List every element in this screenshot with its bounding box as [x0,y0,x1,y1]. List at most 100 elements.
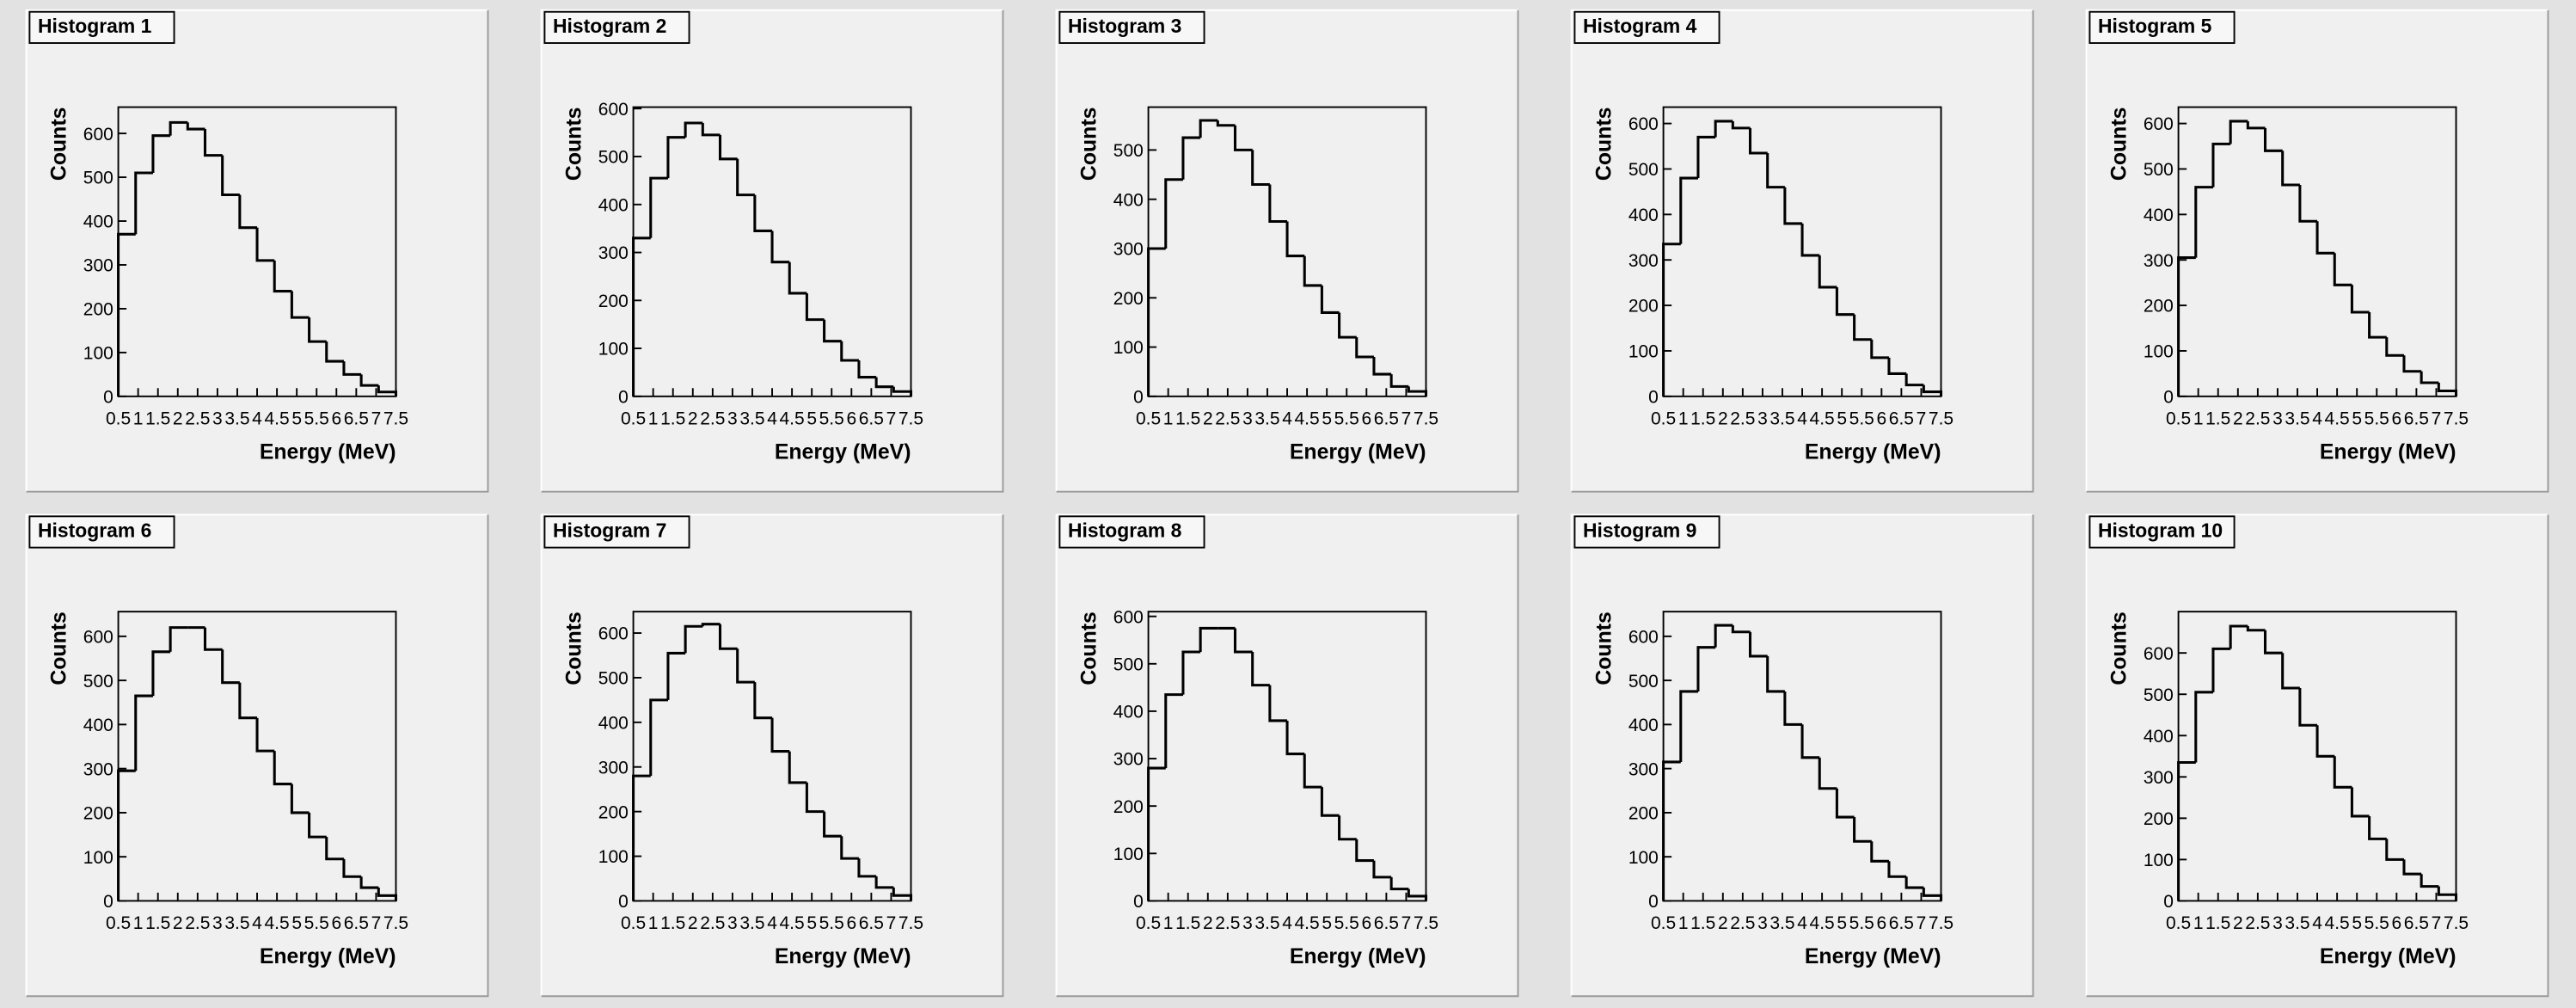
histogram-bin [753,682,773,720]
histogram-bin [2298,184,2318,223]
x-tick-label: 5 [291,409,302,428]
histogram-panel: 0 100 200 300 400 500 600 0.5 1 1.5 2 2.5 3 3.5 4 4.5 5 5… [2085,9,2549,493]
y-tick-label: 300 [2144,768,2174,788]
x-tick-label: 3 [212,913,223,933]
x-tick-label: 0.5 [621,913,646,933]
x-axis-title: Energy (MeV) [775,945,911,968]
x-tick-label: 4 [1282,913,1292,933]
x-tick-label: 4 [252,913,262,933]
x-tick-label: 4 [2312,409,2322,428]
histogram-bin [221,155,240,196]
x-tick-label: 6 [846,409,856,428]
histogram-bin [1870,841,1889,863]
x-tick-label: 3 [212,409,223,428]
histogram-bin [1679,690,1698,762]
panel-title-box [28,10,175,45]
histogram-bin [2281,653,2300,690]
x-tick-label: 2 [1718,409,1728,428]
y-tick-label: 100 [2144,342,2174,362]
panel-bevel-dark [1571,9,2034,493]
histogram-bin [788,261,807,295]
histogram-bin [2333,253,2352,286]
y-tick-label: 600 [598,624,629,644]
histogram-bin [701,122,721,137]
x-tick-label: 4.5 [2325,409,2350,428]
y-axis-title: Counts [1077,108,1101,181]
histogram-bin [1285,221,1305,258]
x-tick-label: 7.5 [2444,409,2469,428]
x-tick-label: 7.5 [899,913,923,933]
histogram-bin [770,230,790,264]
panel-title-box [1058,515,1205,549]
panel-bevel-light [2085,9,2548,492]
panel-bevel-light [1055,513,1518,997]
x-tick-label: 1 [648,913,659,933]
y-tick-label: 500 [1113,141,1144,161]
histogram-bin [2368,815,2387,840]
x-tick-label: 4 [1797,913,1807,933]
x-tick-label: 6 [331,913,341,933]
x-tick-label: 5 [291,913,302,933]
x-tick-label: 4.5 [264,409,289,428]
x-tick-label: 3 [1242,409,1253,428]
x-tick-label: 6.5 [344,409,369,428]
x-tick-label: 1 [1163,409,1174,428]
histogram-bin [1731,625,1751,634]
y-tick-label: 300 [598,243,629,263]
histogram-bin [2333,756,2352,789]
y-axis-title: Counts [1077,612,1101,685]
x-tick-label: 4.5 [1295,409,1320,428]
histogram-bin [255,717,275,753]
x-tick-label: 5 [2352,913,2362,933]
histogram-bin [1714,120,1733,138]
histogram-bin [169,626,188,652]
x-tick-label: 7 [1401,913,1412,933]
x-tick-label: 5 [1322,409,1332,428]
histogram-bin [186,122,205,131]
x-tick-label: 6.5 [859,409,884,428]
x-tick-label: 0.5 [621,409,646,428]
x-tick-label: 1 [1678,409,1689,428]
x-tick-label: 7.5 [1929,913,1953,933]
x-tick-label: 5.5 [1849,409,1874,428]
x-tick-label: 2.5 [1215,409,1240,428]
histogram-bin [1800,724,1820,759]
x-tick-label: 2 [2233,409,2243,428]
y-tick-label: 0 [1133,892,1144,912]
x-axis-title: Energy (MeV) [775,440,911,464]
histogram-bin [649,176,668,238]
x-tick-label: 1 [2193,409,2204,428]
y-tick-label: 300 [1113,750,1144,770]
y-tick-label: 400 [1628,206,1659,225]
histogram-bin [1853,817,1872,843]
x-tick-label: 1 [1678,913,1689,933]
y-tick-label: 0 [2163,387,2174,407]
y-tick-label: 500 [2144,160,2174,180]
panel-bevel-light [540,9,1003,492]
histogram-bin [805,782,825,814]
histogram-bin [684,624,703,654]
y-tick-label: 100 [598,340,629,360]
x-tick-label: 1.5 [1690,409,1715,428]
x-tick-label: 4.5 [779,913,804,933]
x-tick-label: 5 [1837,913,1847,933]
histogram-bin [823,811,842,838]
y-tick-label: 300 [2144,251,2174,271]
x-tick-label: 7 [886,409,897,428]
x-tick-label: 7 [2432,913,2442,933]
x-tick-label: 2.5 [2245,913,2270,933]
x-tick-label: 7.5 [1414,409,1438,428]
panel-title: Histogram 9 [1583,519,1696,542]
histogram-bin [1164,178,1183,249]
histogram-bin [1338,815,1357,841]
y-axis-title: Counts [1592,612,1616,685]
y-tick-label: 500 [1628,160,1659,180]
histogram-bin [2263,630,2283,655]
x-axis-title: Energy (MeV) [2320,440,2456,464]
x-tick-label: 7 [2432,409,2442,428]
histogram-bin [169,120,188,136]
x-tick-label: 7.5 [899,409,923,428]
y-axis-title: Counts [47,612,71,685]
histogram-panel: 0 100 200 300 400 500 600 0.5 1 1.5 2 2.5 3 3.5 4 4.5 5 5… [1055,513,1519,998]
